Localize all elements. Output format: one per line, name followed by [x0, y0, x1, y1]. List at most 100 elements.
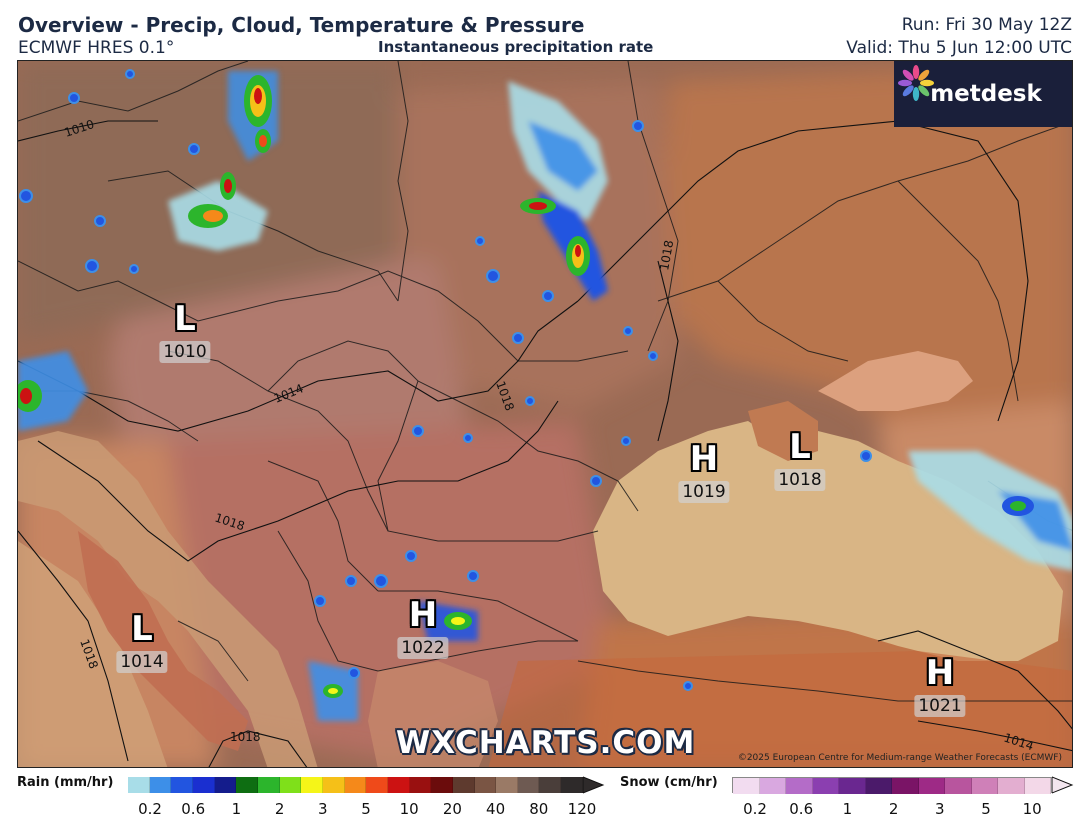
rain-tick-label: 5: [361, 800, 371, 818]
snow-tick-label: 10: [1022, 800, 1042, 818]
rain-swatch: [171, 777, 193, 793]
rain-swatch: [236, 777, 258, 793]
tyrrhenian-sea: [18, 541, 168, 767]
run-time: Run: Fri 30 May 12Z: [901, 15, 1072, 35]
rain-swatch: [517, 777, 540, 793]
snow-swatch: [759, 778, 786, 794]
snow-bar-arrow-icon: [1052, 776, 1074, 794]
pressure-center-high: H 1021: [914, 653, 966, 717]
rain-swatch: [366, 777, 388, 793]
rain-swatch: [301, 777, 323, 793]
pressure-letter: H: [925, 653, 955, 693]
pressure-center-high: H 1022: [397, 595, 449, 659]
rain-tick-label: 0.2: [138, 800, 162, 818]
rain-swatch: [387, 777, 410, 793]
rain-swatch: [149, 777, 172, 793]
pressure-letter: L: [789, 427, 811, 467]
pressure-center-low: L 1010: [159, 299, 211, 363]
rain-swatch: [192, 777, 215, 793]
pressure-value: 1021: [914, 695, 966, 717]
crimea: [748, 401, 818, 461]
wxcharts-watermark: WXCHARTS.COM: [396, 725, 696, 761]
snow-swatch: [1024, 778, 1051, 794]
rain-swatch: [452, 777, 475, 793]
rain-swatch: [279, 777, 302, 793]
snow-tick-label: 0.2: [743, 800, 767, 818]
rain-swatch: [431, 777, 453, 793]
metdesk-logo[interactable]: metdesk: [894, 61, 1072, 127]
pressure-value: 1018: [774, 469, 826, 491]
rain-tick-label: 40: [486, 800, 506, 818]
isobar-label: 1018: [230, 730, 261, 744]
snow-tick-label: 5: [981, 800, 991, 818]
rain-tick-label: 120: [567, 800, 597, 818]
country-borders: [18, 61, 1072, 702]
snow-tick-label: 3: [935, 800, 945, 818]
pressure-center-low: L 1018: [774, 427, 826, 491]
map-canvas: 1010 1014 1018 1018 1018 1018 1018 1014: [18, 61, 1072, 767]
rain-swatch: [214, 777, 237, 793]
pressure-letter: H: [689, 439, 719, 479]
precipitation-cells: [18, 69, 1072, 721]
pressure-center-high: H 1019: [678, 439, 730, 503]
pressure-letter: L: [174, 299, 196, 339]
rain-swatch: [561, 777, 583, 793]
snow-swatch: [839, 778, 866, 794]
rain-swatch: [409, 777, 432, 793]
italy: [78, 531, 248, 751]
snow-swatch: [892, 778, 919, 794]
rain-tick-label: 1: [231, 800, 242, 818]
sea-of-azov: [818, 351, 973, 411]
isobar-label: 1018: [657, 239, 676, 272]
rain-tick-label: 10: [399, 800, 419, 818]
rain-bar-arrow-icon: [583, 776, 605, 794]
chart-header: Overview - Precip, Cloud, Temperature & …: [0, 0, 1089, 60]
rain-tick-label: 20: [442, 800, 462, 818]
snow-swatch: [786, 778, 813, 794]
pressure-letter: H: [408, 595, 438, 635]
chart-title: Overview - Precip, Cloud, Temperature & …: [18, 13, 585, 37]
rain-tick-label: 3: [318, 800, 328, 818]
pressure-value: 1010: [159, 341, 211, 363]
pressure-value: 1014: [116, 651, 168, 673]
snow-tick-label: 0.6: [789, 800, 814, 818]
rain-swatch: [539, 777, 562, 793]
metdesk-flower-icon: [898, 65, 934, 101]
pressure-value: 1019: [678, 481, 730, 503]
snow-swatch: [865, 778, 892, 794]
rain-swatch: [257, 777, 280, 793]
rain-swatch: [322, 777, 345, 793]
ecmwf-copyright: ©2025 European Centre for Medium-range W…: [737, 753, 1062, 763]
snow-swatch: [812, 778, 839, 794]
weather-map: 1010 1014 1018 1018 1018 1018 1018 1014: [17, 60, 1073, 768]
rain-swatch: [496, 777, 518, 793]
snow-swatch: [998, 778, 1025, 794]
logo-text: metdesk: [930, 81, 1042, 107]
pressure-value: 1022: [397, 637, 449, 659]
pressure-letter: L: [131, 609, 153, 649]
valid-time: Valid: Thu 5 Jun 12:00 UTC: [846, 38, 1072, 58]
snow-swatch: [733, 778, 760, 794]
snow-legend-title: Snow (cm/hr): [620, 775, 718, 790]
rain-tick-label: 0.6: [181, 800, 206, 818]
snow-tick-label: 2: [888, 800, 899, 818]
rain-tick-label: 80: [529, 800, 549, 818]
model-name: ECMWF HRES 0.1°: [18, 38, 175, 58]
isobars: [18, 120, 1072, 767]
rain-color-bar: [128, 777, 583, 793]
adriatic-sea: [18, 431, 318, 767]
snow-swatch: [918, 778, 945, 794]
snow-color-bar: [732, 777, 1052, 794]
snow-swatch: [945, 778, 972, 794]
product-name: Instantaneous precipitation rate: [378, 38, 654, 56]
pressure-center-low: L 1014: [116, 609, 168, 673]
aegean-sea: [368, 661, 498, 767]
snow-swatch: [971, 778, 998, 794]
legend: Rain (mm/hr) 0.2 0.6 1 2 3 5 10 20 40 80 120 Snow …: [0, 770, 1089, 835]
rain-swatch: [474, 777, 497, 793]
rain-tick-label: 2: [274, 800, 285, 818]
snow-tick-label: 1: [842, 800, 853, 818]
rain-swatch: [128, 777, 150, 793]
rain-legend-title: Rain (mm/hr): [17, 775, 114, 790]
rain-swatch: [344, 777, 367, 793]
